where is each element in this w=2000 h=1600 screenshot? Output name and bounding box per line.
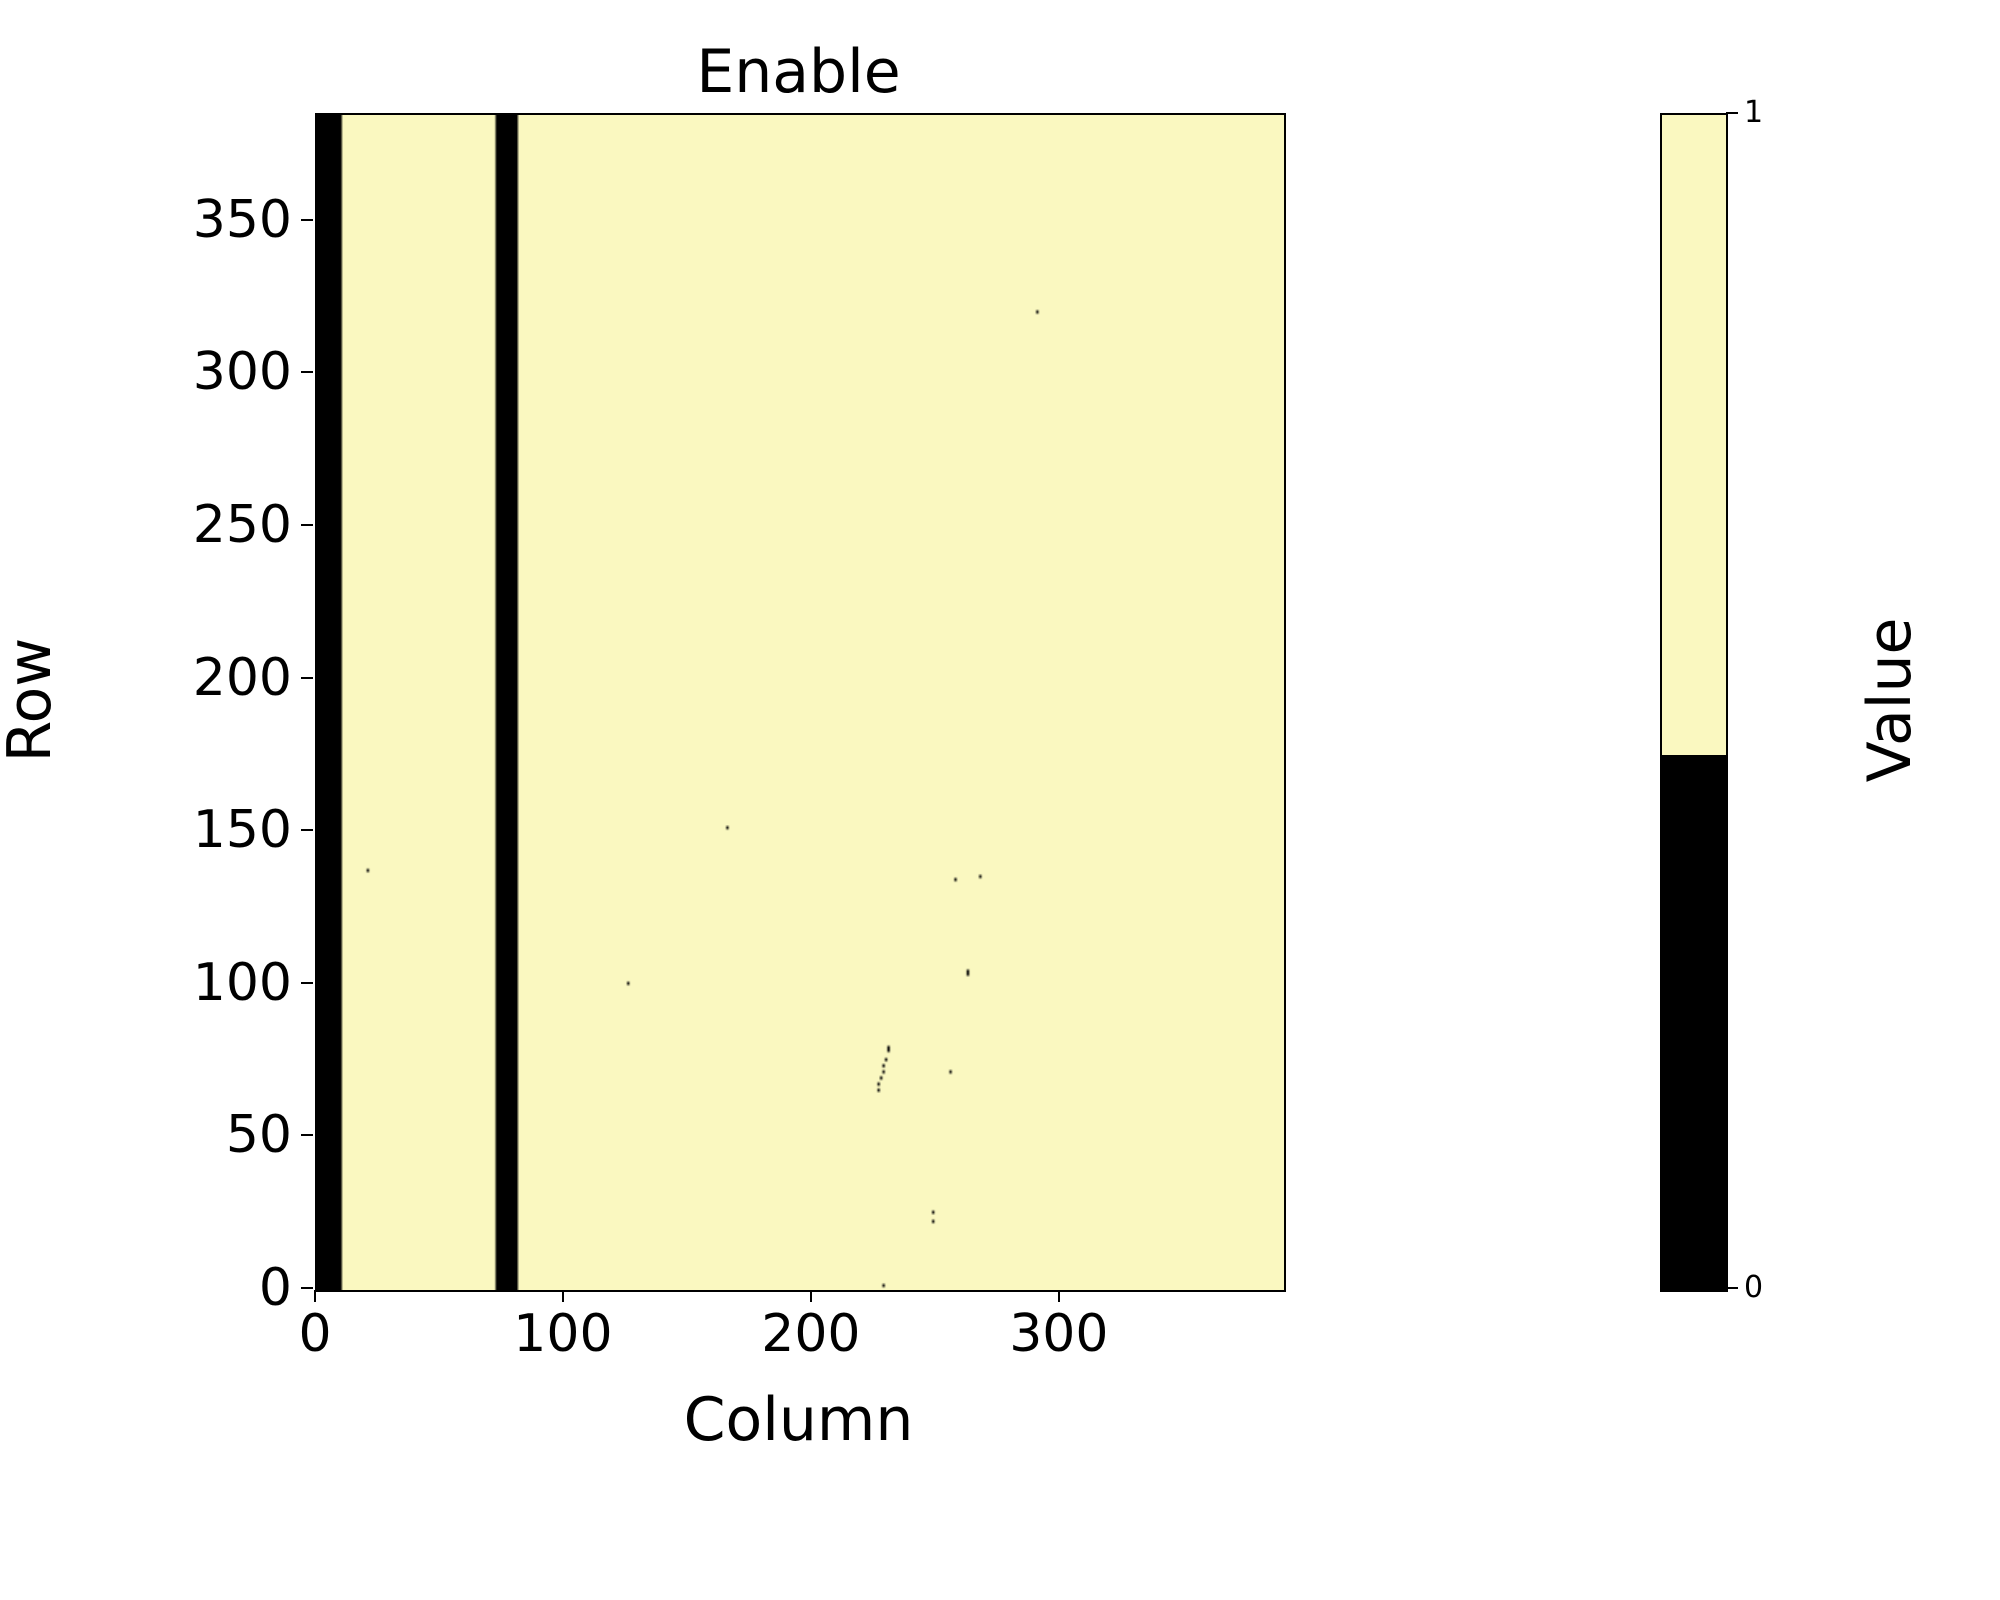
y-tick-label: 300 xyxy=(192,342,292,403)
x-tick-label: 100 xyxy=(513,1304,613,1364)
y-tick-mark xyxy=(301,1287,313,1289)
x-tick-label: 0 xyxy=(298,1304,332,1364)
x-tick-label: 300 xyxy=(1009,1304,1109,1364)
colorbar-tick-mark xyxy=(1726,1287,1738,1289)
y-tick-label: 350 xyxy=(192,189,292,250)
y-tick-label: 50 xyxy=(225,1105,292,1166)
heatmap-image xyxy=(317,115,1284,1290)
colorbar-label: Value xyxy=(1855,617,1925,783)
colorbar-tick-label: 0 xyxy=(1744,1270,1764,1305)
x-tick-mark xyxy=(561,1290,564,1302)
plot-title: Enable xyxy=(696,37,901,107)
y-tick-label: 150 xyxy=(192,800,292,861)
x-axis-label: Column xyxy=(683,1385,914,1455)
x-tick-mark xyxy=(1057,1290,1060,1302)
y-axis-label: Row xyxy=(0,637,65,763)
y-tick-mark xyxy=(301,829,313,832)
y-tick-mark xyxy=(301,1134,313,1137)
y-tick-label: 250 xyxy=(192,495,292,555)
x-tick-label: 200 xyxy=(761,1304,861,1364)
x-tick-mark xyxy=(314,1290,316,1302)
colorbar-segment-low xyxy=(1662,755,1726,1290)
y-tick-label: 0 xyxy=(258,1258,292,1318)
colorbar-tick-label: 1 xyxy=(1744,95,1764,130)
colorbar[interactable] xyxy=(1660,113,1728,1292)
y-tick-label: 200 xyxy=(192,647,292,708)
y-tick-mark xyxy=(301,676,313,679)
y-tick-mark xyxy=(301,218,313,221)
colorbar-segment-high xyxy=(1662,115,1726,756)
y-tick-mark xyxy=(301,371,313,374)
y-tick-label: 100 xyxy=(192,952,292,1013)
x-tick-mark xyxy=(809,1290,812,1302)
y-tick-mark xyxy=(301,981,313,984)
y-tick-mark xyxy=(301,524,313,526)
heatmap-axes[interactable] xyxy=(315,113,1286,1292)
colorbar-tick-mark xyxy=(1726,112,1738,114)
